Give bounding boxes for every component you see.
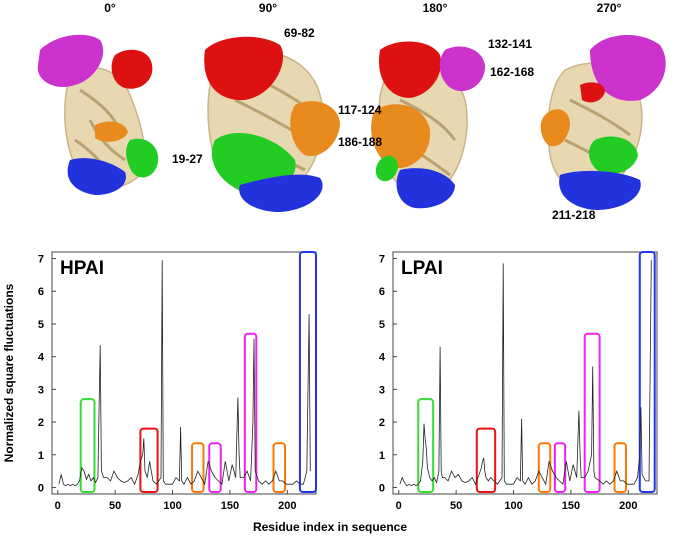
y-tick-label: 1 bbox=[38, 450, 44, 462]
y-tick-label: 6 bbox=[38, 286, 44, 298]
y-tick-label: 0 bbox=[379, 482, 385, 494]
y-tick-label: 2 bbox=[38, 417, 44, 429]
x-tick-label: 100 bbox=[163, 500, 181, 512]
x-tick-label: 200 bbox=[619, 500, 637, 512]
y-tick-label: 6 bbox=[379, 286, 385, 298]
y-tick-label: 3 bbox=[379, 384, 385, 396]
panel-title-lpai: LPAI bbox=[401, 258, 443, 279]
region-box bbox=[272, 442, 287, 494]
region-box bbox=[553, 442, 567, 494]
x-tick-label: 150 bbox=[562, 500, 580, 512]
fluctuation-line bbox=[58, 260, 311, 487]
hpai-plot: 0 50 100 150 200 0 1 2 3 4 5 6 7 HPAI bbox=[38, 251, 317, 512]
structure-views: 0° 90° 180° 270° bbox=[37, 1, 666, 222]
y-tick-label: 3 bbox=[38, 384, 44, 396]
region-box bbox=[208, 442, 222, 494]
y-tick-label: 5 bbox=[38, 319, 44, 331]
x-tick-label: 100 bbox=[504, 500, 522, 512]
region-label-162-168: 162-168 bbox=[490, 65, 534, 79]
region-label-211-218: 211-218 bbox=[552, 208, 596, 222]
fluctuation-line bbox=[399, 260, 652, 487]
region-box bbox=[417, 398, 435, 494]
lpai-plot: 0 50 100 150 200 0 1 2 3 4 5 6 7 LPAI bbox=[379, 251, 658, 512]
structure-view-0 bbox=[37, 34, 159, 195]
x-axis-title: Residue index in sequence bbox=[253, 520, 407, 534]
structure-view-270 bbox=[540, 34, 666, 210]
plot-frame bbox=[392, 251, 658, 495]
y-tick-label: 2 bbox=[379, 417, 385, 429]
angle-label-90: 90° bbox=[259, 1, 277, 15]
y-tick-label: 0 bbox=[38, 482, 44, 494]
region-box bbox=[537, 442, 552, 494]
angle-label-180: 180° bbox=[423, 1, 448, 15]
region-box bbox=[475, 427, 497, 494]
panel-title-hpai: HPAI bbox=[60, 258, 104, 279]
angle-label-270: 270° bbox=[597, 1, 622, 15]
y-tick-label: 7 bbox=[38, 254, 44, 266]
angle-label-0: 0° bbox=[104, 1, 116, 15]
region-label-69-82: 69-82 bbox=[284, 26, 315, 40]
structure-view-90 bbox=[204, 36, 340, 212]
y-tick-label: 4 bbox=[38, 352, 45, 364]
plot-frame bbox=[51, 251, 317, 495]
region-box bbox=[638, 251, 656, 493]
y-tick-label: 5 bbox=[379, 319, 385, 331]
region-box bbox=[243, 332, 258, 493]
region-box bbox=[79, 398, 96, 494]
region-box bbox=[298, 251, 317, 493]
y-tick-label: 1 bbox=[379, 450, 385, 462]
region-label-19-27: 19-27 bbox=[172, 152, 203, 166]
region-label-186-188: 186-188 bbox=[338, 135, 382, 149]
x-tick-label: 0 bbox=[396, 500, 402, 512]
x-tick-label: 0 bbox=[55, 500, 61, 512]
region-label-117-124: 117-124 bbox=[338, 103, 382, 117]
x-tick-label: 50 bbox=[450, 500, 462, 512]
x-tick-label: 200 bbox=[278, 500, 296, 512]
region-box bbox=[583, 332, 601, 493]
y-tick-label: 4 bbox=[379, 352, 386, 364]
x-tick-label: 50 bbox=[109, 500, 121, 512]
region-box bbox=[191, 442, 205, 494]
structure-view-180 bbox=[371, 41, 486, 209]
region-box bbox=[613, 442, 628, 494]
y-axis-title: Normalized square fluctuations bbox=[2, 283, 16, 462]
region-label-132-141: 132-141 bbox=[488, 37, 532, 51]
y-tick-label: 7 bbox=[379, 254, 385, 266]
x-tick-label: 150 bbox=[221, 500, 239, 512]
